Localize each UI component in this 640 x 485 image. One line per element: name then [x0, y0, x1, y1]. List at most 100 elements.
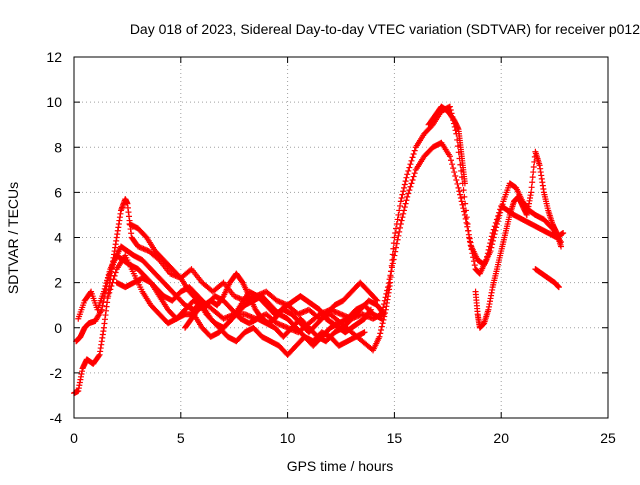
series-4: [105, 252, 368, 358]
chart-title: Day 018 of 2023, Sidereal Day-to-day VTE…: [130, 21, 640, 37]
data-point: [394, 216, 401, 223]
data-point: [393, 240, 400, 247]
data-point: [399, 191, 406, 198]
data-point: [411, 170, 418, 177]
data-point: [401, 184, 408, 191]
x-axis-label: GPS time / hours: [287, 458, 394, 474]
data-point: [409, 176, 416, 183]
data-point: [388, 268, 395, 275]
y-tick-label: 2: [54, 275, 62, 291]
data-point: [105, 271, 112, 278]
data-point: [95, 352, 102, 359]
data-point: [400, 210, 407, 217]
data-point: [462, 200, 469, 207]
data-point: [406, 164, 413, 171]
data-point: [376, 333, 383, 340]
data-point: [395, 211, 402, 218]
data-point: [384, 287, 391, 294]
data-point: [381, 297, 388, 304]
data-point: [450, 165, 457, 172]
y-tick-label: 10: [46, 94, 62, 110]
series-10: [532, 266, 562, 291]
data-point: [101, 285, 108, 292]
data-point: [529, 174, 536, 181]
data-point: [493, 224, 500, 231]
data-point: [402, 200, 409, 207]
data-point: [390, 256, 397, 263]
y-tick-label: -2: [50, 365, 63, 381]
data-point: [377, 330, 384, 337]
series-9: [472, 148, 565, 331]
data-point: [400, 188, 407, 195]
data-point: [530, 169, 537, 176]
data-point: [459, 201, 466, 208]
data-point: [373, 296, 380, 303]
series-8: [425, 103, 468, 187]
data-point: [397, 198, 404, 205]
data-point: [457, 195, 464, 202]
data-point: [492, 227, 499, 234]
data-point: [380, 311, 387, 318]
data-point: [487, 248, 494, 255]
data-point: [405, 167, 412, 174]
data-point: [498, 204, 505, 211]
x-tick-label: 20: [493, 430, 509, 446]
data-point: [389, 260, 396, 267]
data-point: [404, 171, 411, 178]
data-point: [454, 180, 461, 187]
data-point: [388, 264, 395, 271]
data-point: [111, 272, 118, 279]
data-point: [464, 223, 471, 230]
data-point: [110, 276, 117, 283]
data-point: [385, 280, 392, 287]
data-point: [378, 327, 385, 334]
data-point: [397, 224, 404, 231]
data-point: [403, 197, 410, 204]
data-point: [392, 229, 399, 236]
x-tick-label: 5: [177, 430, 185, 446]
data-point: [465, 231, 472, 238]
data-point: [452, 173, 459, 180]
data-point: [461, 193, 468, 200]
data-point: [411, 147, 418, 154]
data-point: [106, 268, 113, 275]
y-tick-label: 12: [46, 49, 62, 65]
data-point: [489, 241, 496, 248]
data-point: [398, 217, 405, 224]
data-point: [408, 157, 415, 164]
data-point: [446, 103, 453, 110]
data-point: [104, 274, 111, 281]
data-point: [461, 211, 468, 218]
data-point: [499, 201, 506, 208]
y-tick-label: 6: [54, 184, 62, 200]
data-point: [558, 243, 565, 250]
data-point: [106, 289, 113, 296]
data-point: [379, 320, 386, 327]
data-point: [406, 187, 413, 194]
data-point: [393, 244, 400, 251]
data-point: [380, 301, 387, 308]
data-point: [462, 215, 469, 222]
y-tick-label: 4: [54, 230, 62, 246]
data-point: [493, 220, 500, 227]
data-point: [394, 236, 401, 243]
data-point: [398, 195, 405, 202]
data-point: [401, 204, 408, 211]
data-point: [100, 298, 107, 305]
data-point: [374, 297, 381, 304]
data-point: [455, 184, 462, 191]
data-point: [456, 188, 463, 195]
data-point: [560, 229, 567, 236]
axis-ticks: 0 5 10 15 20 25 -4 -2 0 2 4 6 8 10 12: [46, 49, 616, 446]
data-point: [403, 174, 410, 181]
data-point: [490, 234, 497, 241]
data-point: [397, 202, 404, 209]
y-tick-label: 8: [54, 139, 62, 155]
data-point: [401, 181, 408, 188]
data-point: [396, 228, 403, 235]
data-point: [405, 190, 412, 197]
series-7: [113, 275, 385, 349]
data-point: [451, 169, 458, 176]
